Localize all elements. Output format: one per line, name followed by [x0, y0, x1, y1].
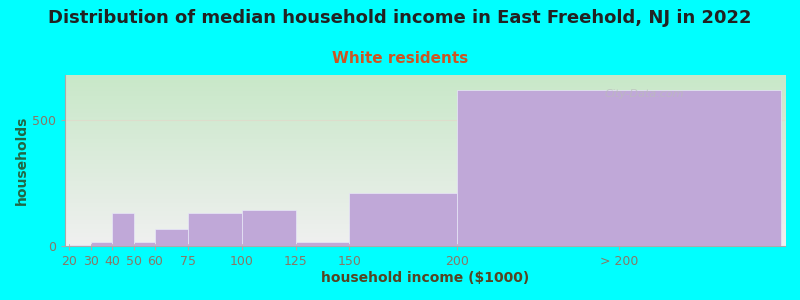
Y-axis label: households: households — [15, 116, 29, 205]
Bar — [155, 229, 188, 246]
Bar — [242, 210, 295, 246]
Bar — [112, 214, 134, 246]
Bar — [350, 193, 458, 246]
Bar — [90, 242, 112, 246]
X-axis label: household income ($1000): household income ($1000) — [321, 271, 529, 285]
Bar — [458, 90, 781, 246]
Bar — [134, 242, 155, 246]
Text: Distribution of median household income in East Freehold, NJ in 2022: Distribution of median household income … — [48, 9, 752, 27]
Bar — [69, 245, 90, 246]
Text: White residents: White residents — [332, 51, 468, 66]
Text: City-Data.com: City-Data.com — [605, 89, 685, 99]
Bar — [188, 214, 242, 246]
Bar — [295, 242, 350, 246]
